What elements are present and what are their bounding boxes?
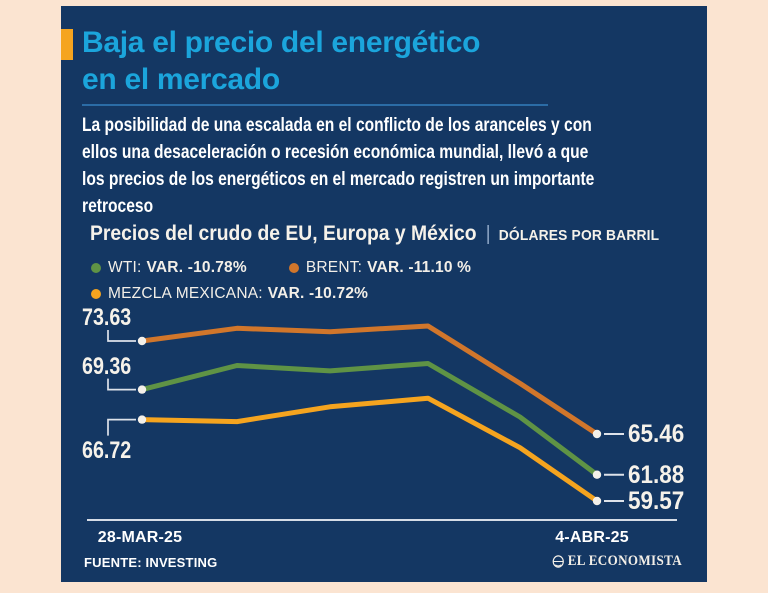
legend-item-mezcla-mexicana: MEZCLA MEXICANA: VAR. -10.72%: [91, 285, 368, 303]
x-axis-label-start: 28-MAR-25: [97, 529, 183, 546]
chart-title: Precios del crudo de EU, Europa y México: [90, 222, 477, 245]
end-point-wti: [592, 470, 602, 479]
legend-item-brent: BRENT: VAR. -11.10 %: [288, 259, 472, 277]
series-line-mezcla-mexicana: [139, 395, 600, 504]
start-label-connector-mezcla-mexicana: [107, 418, 136, 436]
source-note: FUENTE: INVESTING: [84, 555, 218, 570]
end-point-mezcla-mexicana: [592, 496, 602, 506]
intro-paragraph: La posibilidad de una escalada en el con…: [82, 112, 594, 220]
page-title-line-2: en el mercado: [82, 63, 280, 96]
legend-row-1: WTI: VAR. -10.78% BRENT: VAR. -11.10 %: [91, 255, 471, 281]
legend-variation-value: VAR. -10.72%: [267, 285, 369, 302]
legend-variation-value: VAR. -10.78%: [146, 259, 247, 276]
start-point-brent: [137, 336, 147, 346]
brand-logo: EL ECONOMISTA: [552, 553, 682, 570]
legend-series-label: WTI:: [108, 259, 142, 276]
legend-variation-value: VAR. -11.10 %: [367, 259, 472, 276]
legend-series-label: MEZCLA MEXICANA:: [108, 285, 263, 302]
start-label-connector-wti: [107, 378, 136, 391]
page-title: Baja el precio del energético en el merc…: [82, 24, 642, 98]
intro-line: La posibilidad de una escalada en el con…: [82, 114, 592, 136]
globe-icon: [552, 555, 564, 568]
legend-dot-icon: [91, 263, 101, 273]
legend-dot-icon: [91, 289, 101, 299]
series-line-wti: [139, 361, 600, 478]
end-point-brent: [592, 429, 602, 439]
legend-dot-icon: [288, 263, 299, 273]
series-line-brent: [139, 323, 600, 437]
start-point-mezcla-mexicana: [137, 415, 147, 424]
intro-line: los precios de los energéticos en el mer…: [82, 168, 595, 190]
chart-header: Precios del crudo de EU, Europa y México…: [90, 222, 659, 246]
title-divider: [82, 104, 548, 106]
start-point-wti: [137, 385, 147, 394]
title-accent-bar: [61, 29, 73, 60]
legend-row-2: MEZCLA MEXICANA: VAR. -10.72%: [91, 281, 471, 307]
infographic-card: Baja el precio del energético en el merc…: [61, 6, 707, 582]
intro-line: ellos una desaceleración o recesión econ…: [82, 141, 589, 163]
price-chart-canvas: [87, 323, 677, 521]
x-axis-label-end: 4-ABR-25: [555, 529, 629, 546]
page-title-line-1: Baja el precio del energético: [82, 26, 481, 59]
brand-name: EL ECONOMISTA: [567, 553, 682, 569]
start-label-connector-brent: [107, 330, 136, 342]
chart-unit-label: DÓLARES POR BARRIL: [498, 227, 660, 244]
intro-line: retroceso: [82, 195, 154, 217]
chart-legend: WTI: VAR. -10.78% BRENT: VAR. -11.10 % MEZC…: [91, 255, 471, 307]
legend-series-label: BRENT:: [305, 259, 363, 276]
legend-item-wti: WTI: VAR. -10.78%: [91, 259, 247, 277]
chart-header-separator: |: [485, 223, 491, 245]
